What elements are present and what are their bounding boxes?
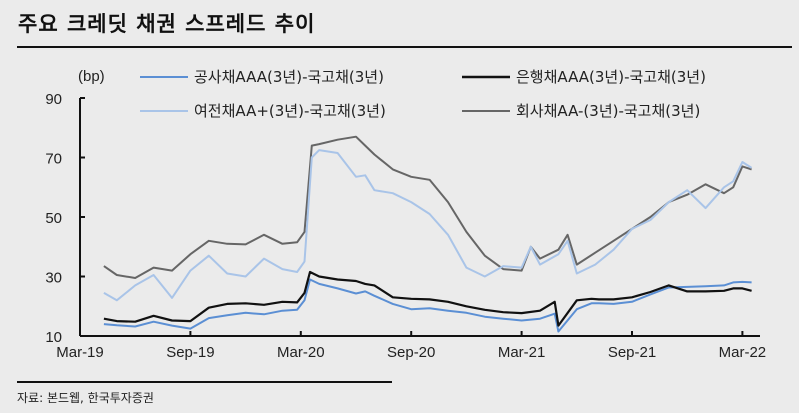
series-line-1 <box>103 270 752 327</box>
legend: 공사채AAA(3년)-국고채(3년) 은행채AAA(3년)-국고채(3년) 여전… <box>140 68 706 120</box>
series-lines <box>103 135 753 333</box>
footer-divider <box>17 381 392 383</box>
series-line-0 <box>103 278 752 333</box>
legend-label-card: 여전채AA+(3년)-국고채(3년) <box>194 102 386 120</box>
x-tick-label: Sep-20 <box>387 344 435 361</box>
x-tick-label: Sep-19 <box>166 344 214 361</box>
x-tick-label: Sep-21 <box>608 344 656 361</box>
chart-title: 주요 크레딧 채권 스프레드 추이 <box>18 12 316 36</box>
y-tick-label: 10 <box>45 329 62 346</box>
y-unit-label: (bp) <box>78 68 105 85</box>
legend-label-public: 공사채AAA(3년)-국고채(3년) <box>194 68 384 86</box>
legend-label-corp: 회사채AA-(3년)-국고채(3년) <box>516 102 700 120</box>
series-line-2 <box>103 149 753 302</box>
x-tick-label: Mar-20 <box>277 344 325 361</box>
y-tick-label: 90 <box>45 91 62 108</box>
source-note: 자료: 본드웹, 한국투자증권 <box>17 391 154 405</box>
x-tick-label: Mar-22 <box>719 344 767 361</box>
y-axis: 10 30 50 70 90 <box>45 91 85 346</box>
y-tick-label: 50 <box>45 210 62 227</box>
y-tick-label: 70 <box>45 151 62 168</box>
x-axis: Mar-19 Sep-19 Mar-20 Sep-20 Mar-21 Sep-21 Mar-… <box>56 331 766 361</box>
x-tick-label: Mar-21 <box>498 344 546 361</box>
x-tick-label: Mar-19 <box>56 344 104 361</box>
series-line-3 <box>103 135 752 279</box>
legend-label-bank: 은행채AAA(3년)-국고채(3년) <box>516 68 706 86</box>
y-tick-label: 30 <box>45 270 62 287</box>
title-divider <box>17 46 792 48</box>
